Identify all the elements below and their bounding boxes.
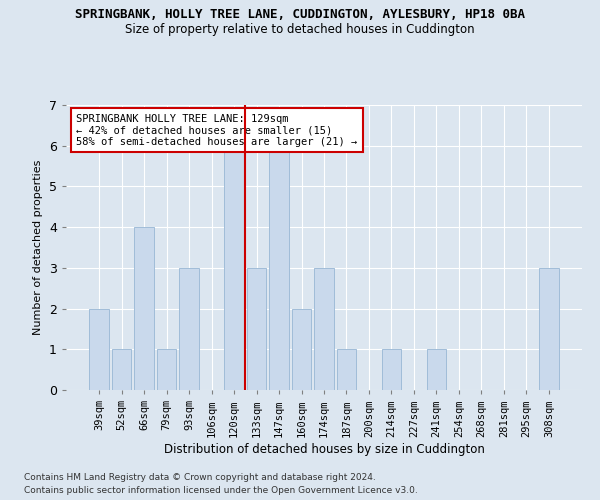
Bar <box>427 350 446 390</box>
Bar <box>112 350 131 390</box>
Bar <box>382 350 401 390</box>
Bar <box>292 308 311 390</box>
Bar <box>89 308 109 390</box>
Bar <box>269 146 289 390</box>
Bar <box>179 268 199 390</box>
Bar <box>337 350 356 390</box>
Bar <box>247 268 266 390</box>
Y-axis label: Number of detached properties: Number of detached properties <box>34 160 43 335</box>
Text: Size of property relative to detached houses in Cuddington: Size of property relative to detached ho… <box>125 22 475 36</box>
Bar <box>157 350 176 390</box>
Bar <box>539 268 559 390</box>
Text: Contains HM Land Registry data © Crown copyright and database right 2024.: Contains HM Land Registry data © Crown c… <box>24 472 376 482</box>
Bar <box>224 146 244 390</box>
Bar <box>134 227 154 390</box>
Text: Distribution of detached houses by size in Cuddington: Distribution of detached houses by size … <box>164 442 484 456</box>
Bar <box>314 268 334 390</box>
Text: SPRINGBANK HOLLY TREE LANE: 129sqm
← 42% of detached houses are smaller (15)
58%: SPRINGBANK HOLLY TREE LANE: 129sqm ← 42%… <box>76 114 358 147</box>
Text: SPRINGBANK, HOLLY TREE LANE, CUDDINGTON, AYLESBURY, HP18 0BA: SPRINGBANK, HOLLY TREE LANE, CUDDINGTON,… <box>75 8 525 20</box>
Text: Contains public sector information licensed under the Open Government Licence v3: Contains public sector information licen… <box>24 486 418 495</box>
